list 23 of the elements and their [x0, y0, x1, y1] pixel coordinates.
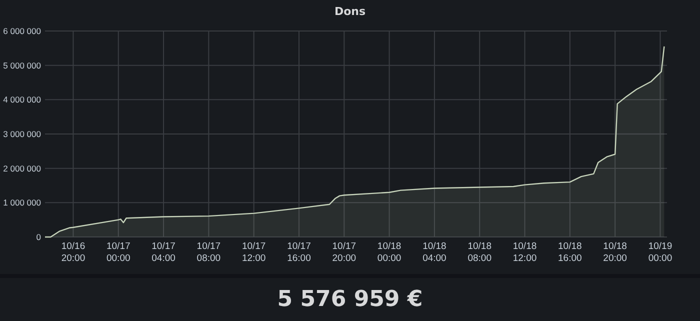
x-tick-label: 10/17 12:00	[242, 241, 266, 264]
x-tick-label: 10/17 00:00	[106, 241, 130, 264]
x-tick-label: 10/17 20:00	[332, 241, 356, 264]
x-tick-label: 10/19 00:00	[648, 241, 672, 264]
x-tick-label: 10/18 12:00	[512, 241, 537, 264]
y-tick-label: 6 000 000	[3, 26, 42, 36]
chart-title: Dons	[334, 5, 366, 18]
y-tick-label: 0	[36, 232, 42, 242]
y-tick-label: 3 000 000	[3, 128, 42, 139]
x-tick-label: 10/17 04:00	[152, 241, 176, 264]
y-tick-label: 1 000 000	[3, 198, 42, 208]
y-tick-label: 2 000 000	[3, 163, 42, 174]
x-tick-label: 10/17 08:00	[196, 241, 221, 264]
x-tick-label: 10/18 16:00	[558, 241, 582, 264]
text: 5 576 959 €	[277, 287, 423, 312]
y-tick-label: 5 000 000	[3, 60, 42, 70]
x-tick-label: 10/18 04:00	[422, 241, 446, 264]
y-tick-label: 4 000 000	[3, 94, 42, 105]
x-tick-label: 10/16 20:00	[61, 241, 86, 264]
x-tick-label: 10/18 20:00	[603, 241, 627, 264]
x-tick-label: 10/17 16:00	[287, 241, 311, 264]
x-tick-label: 10/18 00:00	[377, 241, 402, 264]
x-tick-label: 10/18 08:00	[468, 241, 492, 264]
